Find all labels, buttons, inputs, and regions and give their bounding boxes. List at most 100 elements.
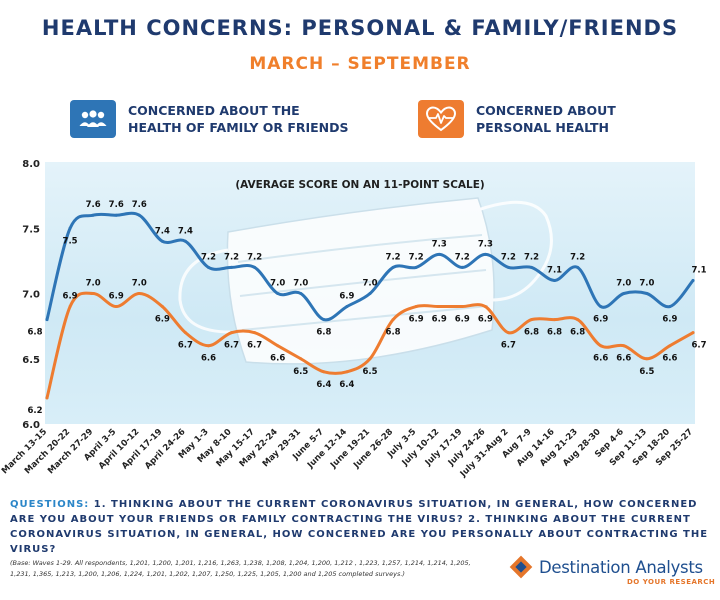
data-label: 6.9 (455, 315, 470, 325)
data-point (691, 331, 695, 335)
data-point (460, 305, 464, 309)
data-point (322, 370, 326, 374)
data-label: 6.2 (27, 406, 42, 416)
data-point (691, 278, 695, 282)
data-point (68, 226, 72, 230)
data-point (414, 305, 418, 309)
data-point (276, 292, 280, 295)
data-label: 7.0 (362, 279, 377, 289)
data-point (668, 305, 672, 309)
data-label: 7.2 (455, 252, 470, 262)
chart-title: HEALTH CONCERNS: PERSONAL & FAMILY/FRIEN… (41, 16, 679, 40)
data-label: 6.7 (178, 341, 193, 351)
data-label: 6.5 (362, 367, 377, 377)
data-point (645, 292, 649, 295)
data-point (391, 265, 395, 269)
data-labels: 6.8 7.5 7.6 7.6 7.6 7.4 7.4 7.2 7.2 7.2 7.0 7.0 6.8 6… (27, 200, 706, 416)
chart-subtitle: MARCH – SEPTEMBER (249, 54, 471, 74)
data-point (368, 292, 372, 295)
data-label: 6.6 (593, 354, 608, 364)
data-point (391, 318, 395, 322)
data-label: 6.9 (478, 315, 493, 325)
data-label: 7.3 (432, 239, 447, 249)
questions-body: 1. THINKING ABOUT THE CURRENT CORONAVIRU… (10, 499, 709, 555)
data-point (576, 318, 580, 322)
data-point (299, 357, 303, 361)
data-label: 6.6 (662, 354, 677, 364)
data-point (137, 213, 141, 217)
y-axis: 6.0 6.5 7.0 7.5 8.0 (22, 159, 40, 431)
data-point (345, 305, 349, 309)
questions-text: QUESTIONS: 1. THINKING ABOUT THE CURRENT… (10, 497, 710, 557)
data-point (183, 331, 187, 335)
data-label: 6.5 (639, 367, 654, 377)
diamond-logo-icon (509, 555, 533, 579)
data-point (230, 331, 234, 335)
data-label: 7.2 (501, 252, 516, 262)
data-label: 6.7 (224, 341, 239, 351)
data-label: 7.4 (155, 226, 170, 236)
data-point (622, 292, 626, 295)
data-point (483, 252, 487, 256)
heart-pulse-icon (418, 100, 464, 138)
data-label: 7.2 (224, 252, 239, 262)
data-label: 7.1 (691, 265, 706, 275)
legend-item-personal: CONCERNED ABOUT PERSONAL HEALTH (418, 100, 616, 138)
data-label: 7.0 (293, 279, 308, 289)
data-label: 6.8 (570, 328, 585, 338)
data-point (45, 396, 49, 400)
data-label: 6.9 (339, 292, 354, 302)
data-point (645, 357, 649, 361)
data-point (183, 239, 187, 243)
data-point (91, 213, 95, 217)
data-point (114, 305, 118, 309)
data-point (506, 331, 510, 335)
data-label: 6.9 (63, 292, 78, 302)
data-point (68, 305, 72, 309)
data-label: 6.9 (109, 292, 124, 302)
data-label: 6.7 (501, 341, 516, 351)
data-point (45, 318, 49, 322)
data-label: 6.4 (316, 380, 331, 390)
data-label: 7.2 (247, 252, 262, 262)
data-label: 7.0 (616, 279, 631, 289)
data-point (160, 305, 164, 309)
logo-tagline: DO YOUR RESEARCH (627, 578, 716, 586)
destination-analysts-logo: Destination Analysts DO YOUR RESEARCH (508, 554, 715, 586)
data-point (437, 305, 441, 309)
data-label: 7.5 (63, 236, 78, 246)
people-icon (70, 100, 116, 138)
data-label: 6.8 (524, 328, 539, 338)
y-tick-label: 8.0 (22, 159, 40, 170)
data-label: 7.0 (132, 279, 147, 289)
data-point (276, 344, 280, 348)
data-label: 6.6 (270, 354, 285, 364)
y-tick-label: 6.5 (22, 355, 40, 366)
data-label: 7.2 (570, 252, 585, 262)
legend-label-personal: CONCERNED ABOUT PERSONAL HEALTH (476, 103, 616, 135)
data-point (137, 292, 141, 295)
data-point (253, 331, 257, 335)
data-point (576, 265, 580, 269)
data-label: 6.5 (293, 367, 308, 377)
data-label: 6.4 (339, 380, 354, 390)
data-label: 6.6 (616, 354, 631, 364)
data-label: 6.7 (247, 341, 262, 351)
data-point (553, 318, 557, 322)
data-point (553, 278, 557, 282)
data-point (345, 370, 349, 374)
y-tick-label: 7.0 (22, 290, 40, 301)
data-point (114, 213, 118, 217)
data-label: 7.6 (132, 200, 147, 210)
data-point (91, 292, 95, 295)
data-point (207, 265, 210, 269)
data-point (530, 318, 533, 322)
data-point (230, 265, 234, 269)
face-mask-illustration (178, 197, 553, 365)
data-point (460, 265, 464, 269)
data-label: 6.9 (155, 315, 170, 325)
data-label: 7.2 (201, 252, 216, 262)
data-point (414, 265, 418, 269)
data-label: 6.8 (386, 328, 401, 338)
data-point (253, 265, 257, 269)
